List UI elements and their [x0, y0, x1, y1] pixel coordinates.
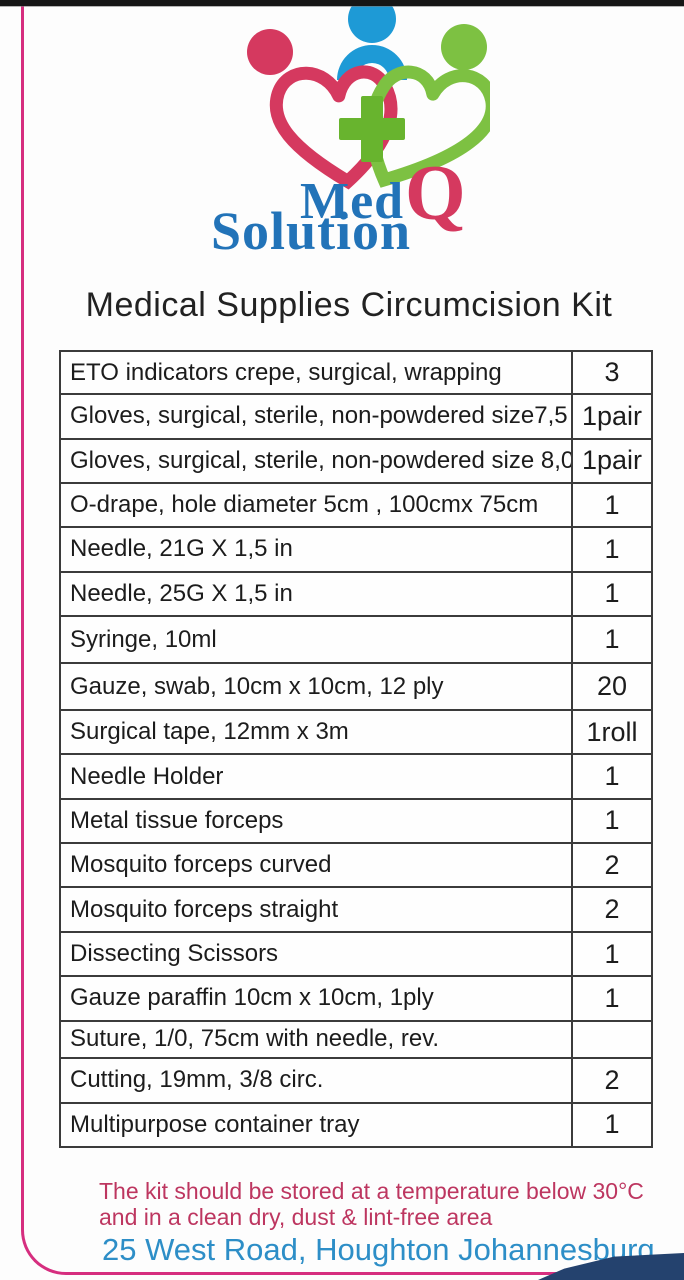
table-row: Dissecting Scissors 1 — [61, 932, 651, 978]
item-quantity-cell: 2 — [604, 894, 620, 925]
item-name-cell: Gauze, swab, 10cm x 10cm, 12 ply — [61, 664, 573, 709]
item-name-cell: Cutting, 19mm, 3/8 circ. — [61, 1059, 573, 1102]
item-name-cell: Metal tissue forceps — [61, 799, 573, 843]
item-name-cell: Surgical tape, 12mm x 3m — [61, 710, 573, 754]
item-quantity-cell: 3 — [604, 357, 620, 388]
item-quantity-cell: 1 — [604, 624, 620, 655]
table-row: Gauze paraffin 10cm x 10cm, 1ply 1 — [61, 977, 651, 1022]
item-name-cell: Suture, 1/0, 75cm with needle, rev. — [61, 1021, 573, 1058]
table-row: O-drape, hole diameter 5cm , 100cmx 75cm… — [61, 483, 651, 529]
item-name-cell: Gloves, surgical, sterile, non-powdered … — [61, 395, 573, 438]
footer: The kit should be stored at a temperatur… — [99, 1178, 655, 1267]
table-row: Surgical tape, 12mm x 3m 1roll — [61, 710, 651, 756]
item-quantity-cell: 1 — [604, 805, 620, 836]
item-name-cell: Dissecting Scissors — [61, 932, 573, 976]
logo-green-heart-icon — [365, 65, 490, 188]
storage-note-line2: and in a clean dry, dust & lint-free are… — [99, 1204, 493, 1230]
table-row: Needle, 21G X 1,5 in 1 — [61, 528, 651, 573]
table-row: ETO indicators crepe, surgical, wrapping… — [61, 352, 651, 396]
table-row: Cutting, 19mm, 3/8 circ. 2 — [61, 1059, 651, 1104]
item-quantity-cell: 2 — [604, 849, 620, 880]
logo-pink-head-icon — [247, 29, 293, 75]
logo-graphic-icon — [247, 2, 490, 190]
item-quantity-cell: 1pair — [581, 400, 643, 431]
item-quantity-cell: 1 — [604, 533, 620, 564]
logo-green-head-icon — [441, 24, 487, 70]
item-quantity-cell: 1 — [604, 761, 620, 791]
item-name-cell: Gloves, surgical, sterile, non-powdered … — [61, 439, 573, 482]
table-row: Gloves, surgical, sterile, non-powdered … — [61, 439, 651, 484]
table-row: Multipurpose container tray 1 — [61, 1103, 651, 1147]
table-row: Metal tissue forceps 1 — [61, 799, 651, 845]
item-quantity-cell: 1 — [604, 938, 620, 969]
item-name-cell: Needle, 25G X 1,5 in — [61, 572, 573, 616]
item-name-cell: ETO indicators crepe, surgical, wrapping — [61, 352, 573, 394]
page-title: Medical Supplies Circumcision Kit — [85, 286, 613, 324]
logo-text-solution: Solution — [211, 201, 412, 261]
table-row: Needle Holder 1 — [61, 755, 651, 800]
storage-note-line1: The kit should be stored at a temperatur… — [99, 1178, 644, 1204]
top-black-bar — [0, 0, 684, 6]
item-name-cell: Syringe, 10ml — [61, 617, 573, 663]
medical-cross-icon — [361, 96, 383, 162]
table-row: Gauze, swab, 10cm x 10cm, 12 ply 20 — [61, 664, 651, 711]
logo-blue-head-icon — [348, 2, 396, 43]
logo-text-q: Q — [405, 149, 466, 236]
table-row: Suture, 1/0, 75cm with needle, rev. — [61, 1021, 651, 1060]
logo-text-med: Med — [300, 173, 405, 230]
item-name-cell: Needle Holder — [61, 755, 573, 798]
supplies-table: ETO indicators crepe, surgical, wrapping… — [59, 350, 653, 1148]
item-name-cell: Needle, 21G X 1,5 in — [61, 528, 573, 571]
item-quantity-cell: 1 — [604, 489, 620, 520]
address-text: 25 West Road, Houghton Johannesburg — [102, 1232, 655, 1267]
pink-frame-border — [21, 6, 684, 1275]
item-quantity-cell: 2 — [604, 1064, 620, 1095]
item-name-cell: Mosquito forceps straight — [61, 888, 573, 931]
item-quantity-cell: 20 — [596, 671, 628, 702]
item-quantity-cell: 1 — [604, 982, 620, 1013]
table-row: Needle, 25G X 1,5 in 1 — [61, 572, 651, 618]
table-row: Gloves, surgical, sterile, non-powdered … — [61, 395, 651, 440]
item-quantity-cell: 1pair — [581, 445, 643, 476]
table-row: Mosquito forceps curved 2 — [61, 844, 651, 889]
table-row: Syringe, 10ml 1 — [61, 617, 651, 665]
item-quantity-cell: 1 — [604, 578, 620, 609]
logo-red-heart-icon — [269, 65, 398, 190]
item-name-cell: Mosquito forceps curved — [61, 844, 573, 887]
item-name-cell: Gauze paraffin 10cm x 10cm, 1ply — [61, 977, 573, 1020]
item-name-cell: Multipurpose container tray — [61, 1103, 573, 1147]
table-row: Mosquito forceps straight 2 — [61, 888, 651, 933]
medq-solution-logo — [190, 2, 490, 274]
item-quantity-cell: 1roll — [586, 716, 638, 747]
item-quantity-cell — [573, 1022, 651, 1058]
item-name-cell: O-drape, hole diameter 5cm , 100cmx 75cm — [61, 483, 573, 527]
item-quantity-cell: 1 — [604, 1109, 620, 1140]
